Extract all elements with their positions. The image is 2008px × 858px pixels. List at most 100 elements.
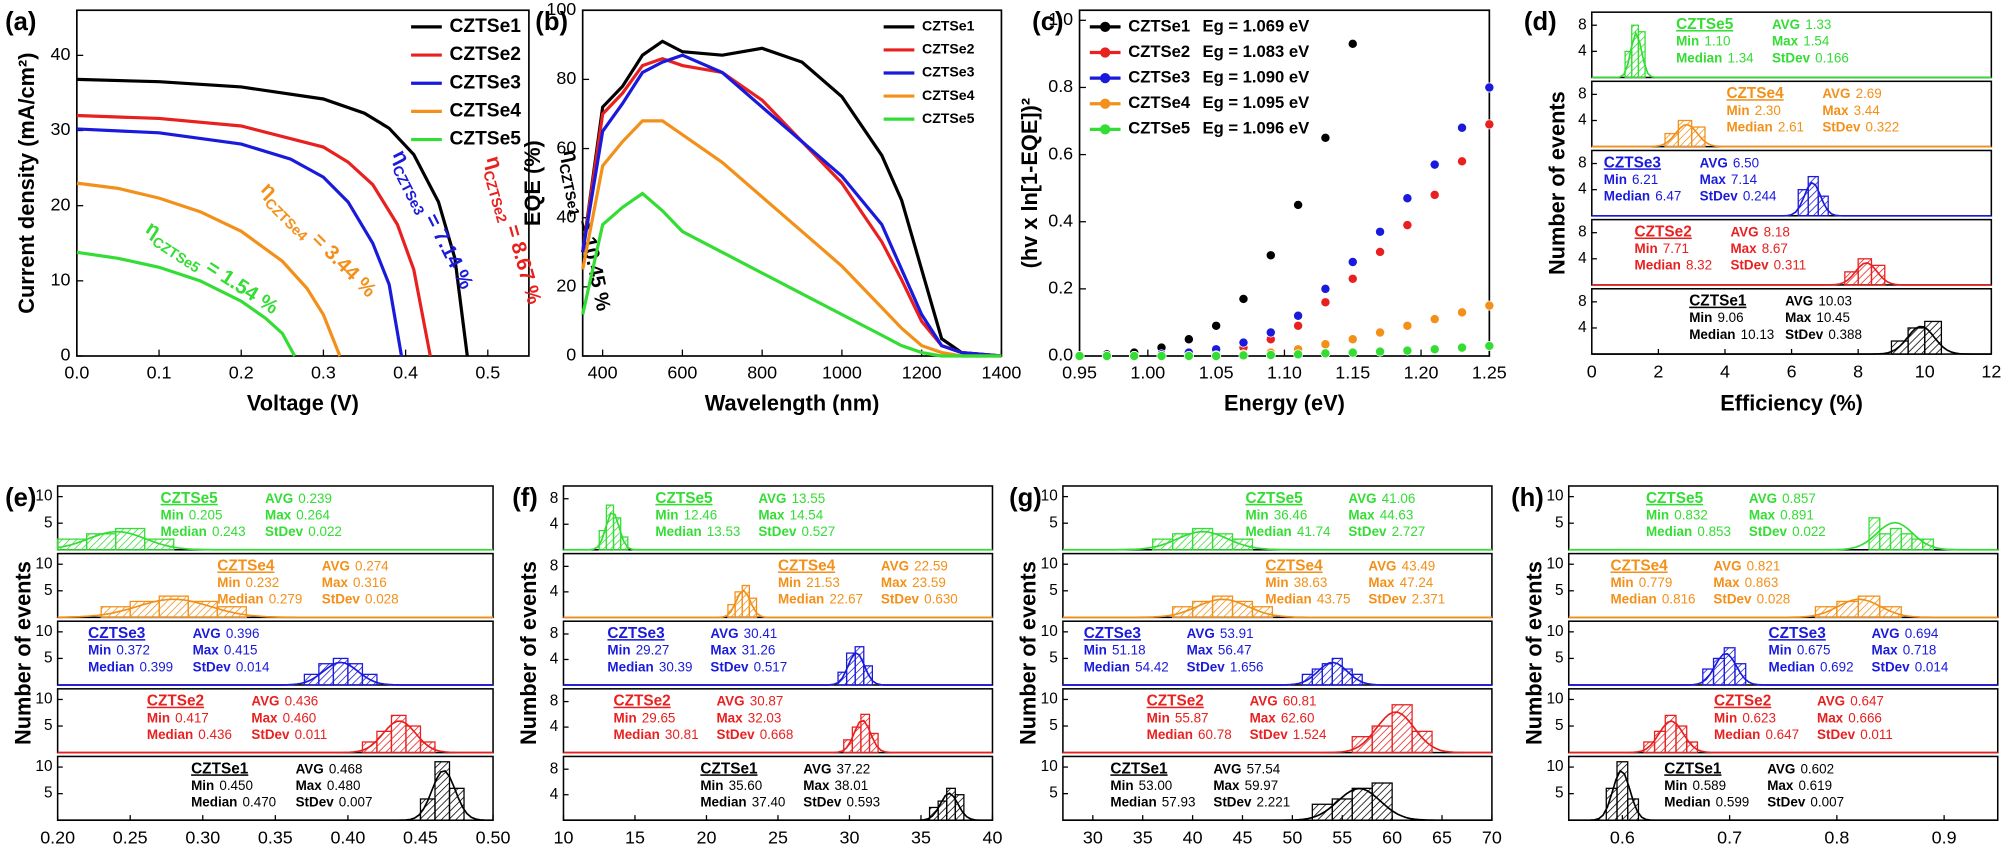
data-point (1402, 193, 1413, 204)
x-tick-label: 0.3 (311, 363, 336, 383)
stat-value: 0.694 (1905, 626, 1939, 641)
stat-value: 2.727 (1392, 524, 1426, 539)
y-tick-label: 10 (1041, 623, 1058, 640)
legend-label: CZTSe1 (450, 16, 522, 37)
legend-label: CZTSe4 (1128, 93, 1191, 112)
legend-label: CZTSe3 (1128, 68, 1190, 87)
histogram-bar (86, 533, 117, 551)
data-point (1101, 351, 1112, 362)
stat-value: 0.675 (1797, 642, 1831, 657)
subplot-name: CZTSe5 (1676, 16, 1734, 33)
stat-name: AVG (1767, 761, 1795, 776)
stat-value: 29.65 (642, 710, 676, 725)
stat-value: 29.27 (636, 642, 670, 657)
legend-eg: Eg = 1.090 eV (1202, 68, 1309, 87)
stat-name: AVG (710, 626, 738, 641)
stat: Max 56.47 (1187, 642, 1252, 657)
stat-name: Max (1187, 642, 1214, 657)
stat-name: StDev (1187, 659, 1226, 674)
data-point (1347, 257, 1358, 268)
fit-curve (563, 719, 993, 754)
panel-label: (f) (512, 484, 538, 512)
panel-label: (h) (1511, 484, 1544, 512)
stat: StDev 2.371 (1368, 591, 1445, 606)
x-tick-label: 55 (1332, 828, 1352, 848)
x-tick-label: 45 (1233, 828, 1253, 848)
stat: Max 0.316 (322, 575, 387, 590)
stat: StDev 0.014 (1872, 659, 1949, 674)
stat-value: 36.46 (1274, 507, 1308, 522)
stat: StDev 0.630 (881, 591, 958, 606)
legend-label: CZTSe3 (450, 72, 521, 93)
stat-value: 0.436 (198, 726, 232, 741)
stat-value: 0.007 (339, 794, 373, 809)
y-axis-label-part: Number of events (1521, 561, 1546, 745)
stat-value: 44.63 (1380, 507, 1414, 522)
stat: Min 0.450 (191, 777, 253, 792)
x-tick-label: 0 (1587, 361, 1597, 381)
data-point (1484, 300, 1495, 311)
legend-label: CZTSe2 (1128, 42, 1190, 61)
stat-value: 0.668 (760, 726, 794, 741)
stat-value: 0.415 (224, 642, 258, 657)
x-tick-label: 0.9 (1932, 828, 1957, 848)
y-tick-label: 10 (35, 758, 52, 775)
stat: Median 0.279 (217, 591, 302, 606)
stat-value: 0.274 (355, 558, 389, 573)
stat: Max 0.619 (1767, 777, 1832, 792)
x-axis-label-part: V (239, 857, 254, 858)
stat: AVG 57.54 (1213, 761, 1280, 776)
stat: Max 0.718 (1872, 642, 1937, 657)
y-tick-label: 5 (1049, 717, 1058, 734)
stat: Min 1.10 (1676, 33, 1730, 48)
stat-value: 22.67 (829, 591, 863, 606)
stat-name: StDev (1250, 726, 1289, 741)
legend-label: CZTSe5 (1128, 119, 1190, 138)
stat-value: 0.666 (1848, 710, 1882, 725)
stat: StDev 1.656 (1187, 659, 1264, 674)
y-axis-label: Number of events (10, 561, 35, 745)
x-axis-label-part: Efficiency (%) (1720, 390, 1863, 415)
stat-name: Max (251, 710, 278, 725)
stat: StDev 0.011 (1817, 726, 1893, 741)
x-tick-label: 0.1 (147, 363, 172, 383)
stat-name: Min (191, 777, 214, 792)
legend-eg: Eg = 1.096 eV (1202, 119, 1309, 138)
stat: Max 0.264 (265, 507, 330, 522)
series-line (581, 119, 1002, 358)
stat-name: Median (1265, 591, 1311, 606)
stat-name: Median (1604, 188, 1650, 203)
efficiency-annotation-part: CZTSe4 (261, 195, 310, 244)
stat: Median 37.40 (700, 794, 785, 809)
series-line (76, 77, 469, 357)
x-tick-label: 0.30 (185, 828, 220, 848)
x-axis-label-part: E (1716, 857, 1731, 858)
subplot-name: CZTSe4 (778, 557, 836, 574)
subplot-name: CZTSe1 (1110, 760, 1168, 777)
histogram-bar (318, 663, 335, 686)
stat-value: 12.46 (684, 507, 718, 522)
stat: StDev 0.011 (251, 726, 327, 741)
data-point (1238, 350, 1249, 361)
histogram-bar (1836, 600, 1859, 619)
stat-value: 0.011 (1860, 726, 1893, 741)
stat-name: Min (1635, 241, 1658, 256)
stat-value: 0.857 (1782, 490, 1816, 505)
histogram-bar (1907, 327, 1926, 355)
stat-value: 0.399 (140, 659, 174, 674)
stat-name: AVG (1822, 86, 1850, 101)
stat: Min 0.832 (1646, 507, 1708, 522)
panel-label: (g) (1009, 484, 1042, 512)
histogram-bar (1890, 340, 1909, 355)
stat: AVG 0.821 (1713, 558, 1780, 573)
stat-value: 30.87 (750, 693, 784, 708)
legend-label: CZTSe5 (450, 129, 522, 150)
stat-value: 41.74 (1297, 524, 1331, 539)
stat: Median 0.436 (147, 726, 232, 741)
x-axis-label-part: Wavelength (nm) (705, 390, 880, 415)
stat-name: Min (1265, 575, 1288, 590)
y-tick-label: 5 (44, 514, 53, 531)
y-tick-label: 5 (1049, 514, 1058, 531)
data-point (1484, 82, 1495, 93)
stat-value: 0.022 (308, 524, 342, 539)
